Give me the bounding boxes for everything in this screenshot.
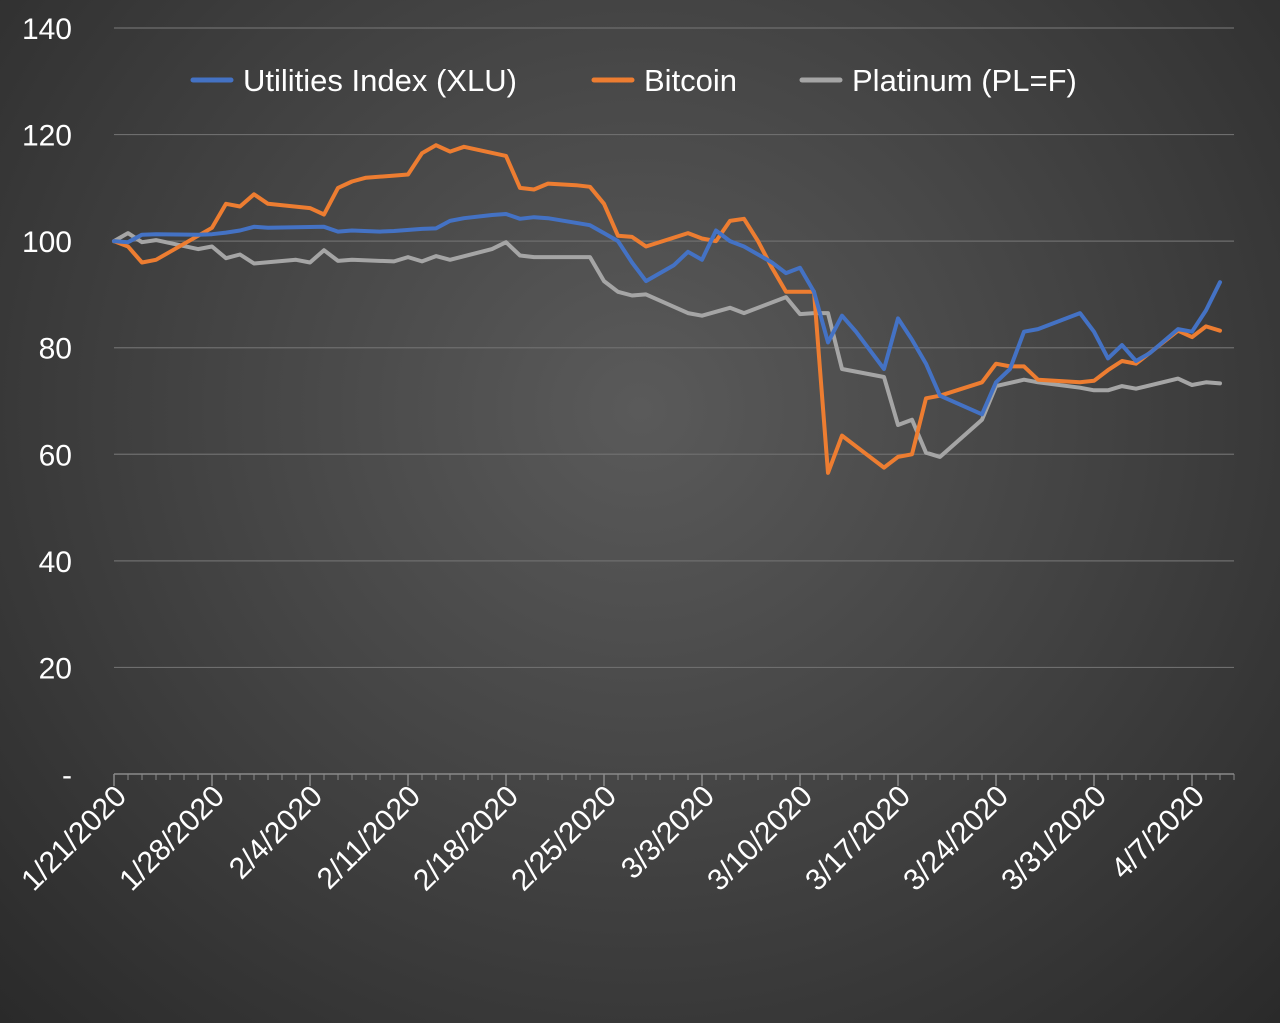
- y-tick-label: 120: [22, 120, 72, 153]
- series-line-bitcoin: [112, 143, 1222, 475]
- x-tick-label: 3/10/2020: [701, 780, 819, 898]
- legend-label: Bitcoin: [644, 63, 737, 98]
- legend: Utilities Index (XLU) Bitcoin Platinum (PL…: [190, 63, 1077, 98]
- gridlines: [114, 27, 1234, 669]
- x-tick-label: 3/17/2020: [799, 780, 917, 898]
- y-tick-label: 40: [39, 546, 72, 579]
- y-tick-label: 100: [22, 226, 72, 259]
- x-axis: 1/21/20201/28/20202/4/20202/11/20202/18/…: [15, 773, 1235, 898]
- y-tick-label: 20: [39, 652, 72, 685]
- series-lines: [112, 143, 1222, 475]
- legend-label: Utilities Index (XLU): [243, 63, 517, 98]
- series-line-utilities-index-xlu: [112, 212, 1222, 417]
- x-tick-label: 2/18/2020: [407, 780, 525, 898]
- y-tick-label: 80: [39, 333, 72, 366]
- x-tick-label: 2/11/2020: [311, 780, 427, 896]
- x-tick-label: 3/31/2020: [995, 780, 1113, 898]
- x-tick-label: 4/7/2020: [1105, 780, 1211, 886]
- x-tick-label: 1/28/2020: [113, 780, 231, 898]
- x-tick-label: 2/25/2020: [505, 780, 623, 898]
- y-axis: - 20 40 60 80 100 120 140: [22, 13, 72, 792]
- y-tick-label: -: [62, 759, 72, 792]
- legend-label: Platinum (PL=F): [852, 63, 1077, 98]
- y-tick-label: 140: [22, 13, 72, 46]
- x-tick-label: 1/21/2020: [15, 780, 133, 898]
- series-line-platinum-pl-f: [112, 231, 1222, 459]
- y-tick-label: 60: [39, 439, 72, 472]
- x-tick-label: 3/24/2020: [897, 780, 1015, 898]
